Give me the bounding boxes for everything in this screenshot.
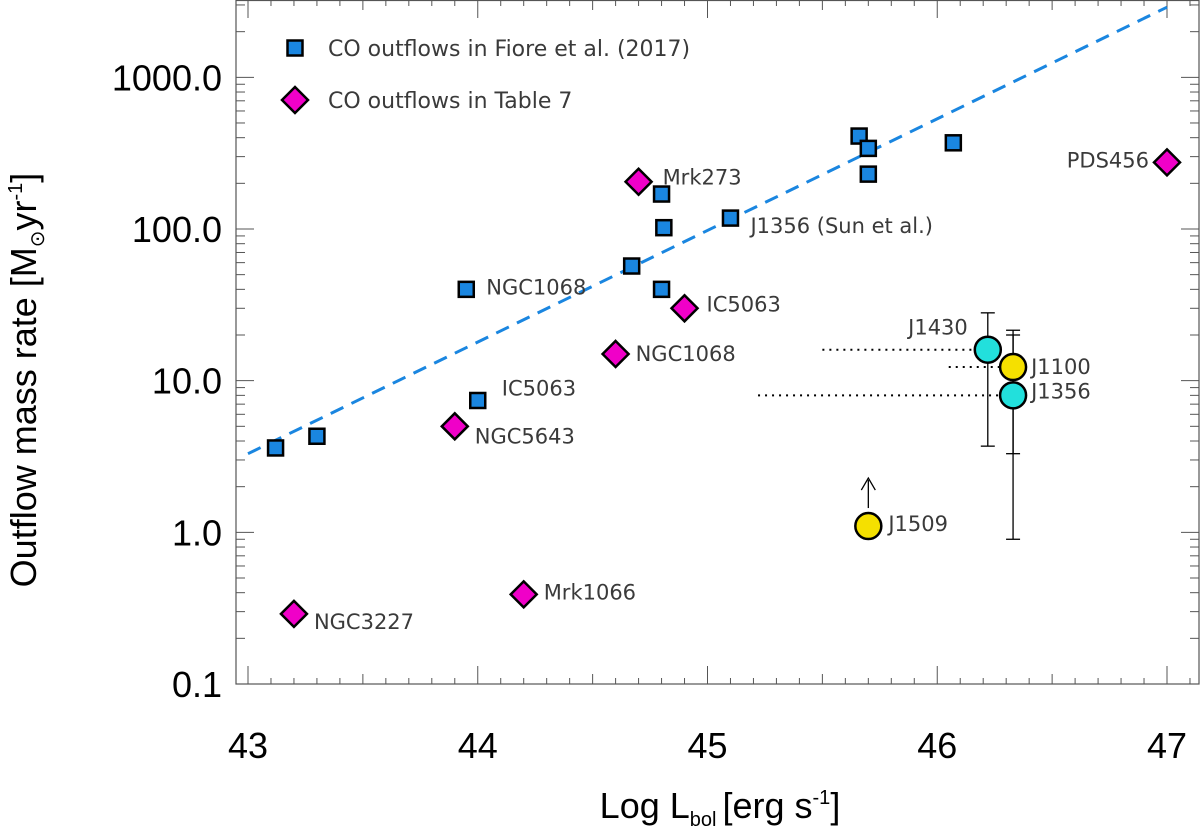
fit-line [247, 5, 1168, 456]
y-tick-label: 1000.0 [112, 57, 222, 98]
diamond-marker [1152, 147, 1182, 178]
legend-label: CO outflows in Fiore et al. (2017) [328, 37, 690, 62]
square-marker [859, 165, 878, 183]
legend-square-icon [286, 39, 304, 57]
legend-label: CO outflows in Table 7 [328, 89, 572, 114]
x-tick-label: 43 [228, 725, 268, 766]
diamond-marker [279, 599, 309, 629]
point-label: Mrk1066 [544, 580, 636, 604]
x-axis-title: Log Lbol [erg s-1] [600, 785, 841, 830]
x-tick-label: 45 [687, 725, 727, 766]
square-marker [652, 185, 671, 203]
point-label: IC5063 [502, 376, 576, 400]
diamond-marker [669, 293, 700, 324]
circle-marker [854, 511, 883, 541]
square-marker [308, 427, 326, 446]
diamond-marker [600, 339, 631, 369]
point-label: J1356 [1029, 379, 1091, 403]
y-tick-label: 1.0 [172, 512, 222, 553]
square-marker [652, 280, 671, 299]
point-label: J1430 [906, 316, 968, 340]
square-marker [859, 139, 878, 158]
square-marker [944, 134, 963, 152]
square-marker [655, 218, 673, 237]
y-tick-label: 100.0 [132, 209, 222, 250]
point-label: IC5063 [707, 292, 781, 316]
square-marker [622, 257, 641, 275]
y-tick-label: 0.1 [172, 664, 222, 705]
point-label: J1509 [886, 512, 948, 536]
circle-marker [998, 352, 1028, 382]
diamond-marker [440, 411, 470, 442]
plot-frame [235, 0, 1200, 685]
point-label: J1100 [1029, 355, 1091, 379]
diamond-marker [508, 579, 539, 610]
point-label: PDS456 [1067, 148, 1149, 172]
y-axis-title: Outflow mass rate [M⊙yr-1] [3, 173, 49, 588]
diamond-marker [623, 166, 654, 197]
point-label: NGC5643 [475, 424, 575, 448]
x-tick-label: 47 [1147, 725, 1187, 766]
legend-diamond-icon [280, 85, 310, 115]
x-tick-label: 44 [458, 725, 498, 766]
point-label: NGC3227 [314, 610, 414, 634]
square-marker [469, 391, 487, 410]
square-marker [266, 439, 285, 457]
circle-marker [973, 335, 1003, 364]
y-tick-label: 10.0 [152, 361, 222, 402]
point-label: Mrk273 [663, 166, 742, 190]
square-marker [721, 209, 740, 227]
point-label: J1356 (Sun et al.) [748, 214, 933, 238]
lower-limit-arrowhead [860, 476, 876, 491]
square-marker [457, 280, 476, 299]
point-label: NGC1068 [636, 342, 736, 366]
x-tick-label: 46 [917, 725, 957, 766]
point-label: NGC1068 [486, 275, 586, 299]
circle-marker [998, 381, 1028, 410]
